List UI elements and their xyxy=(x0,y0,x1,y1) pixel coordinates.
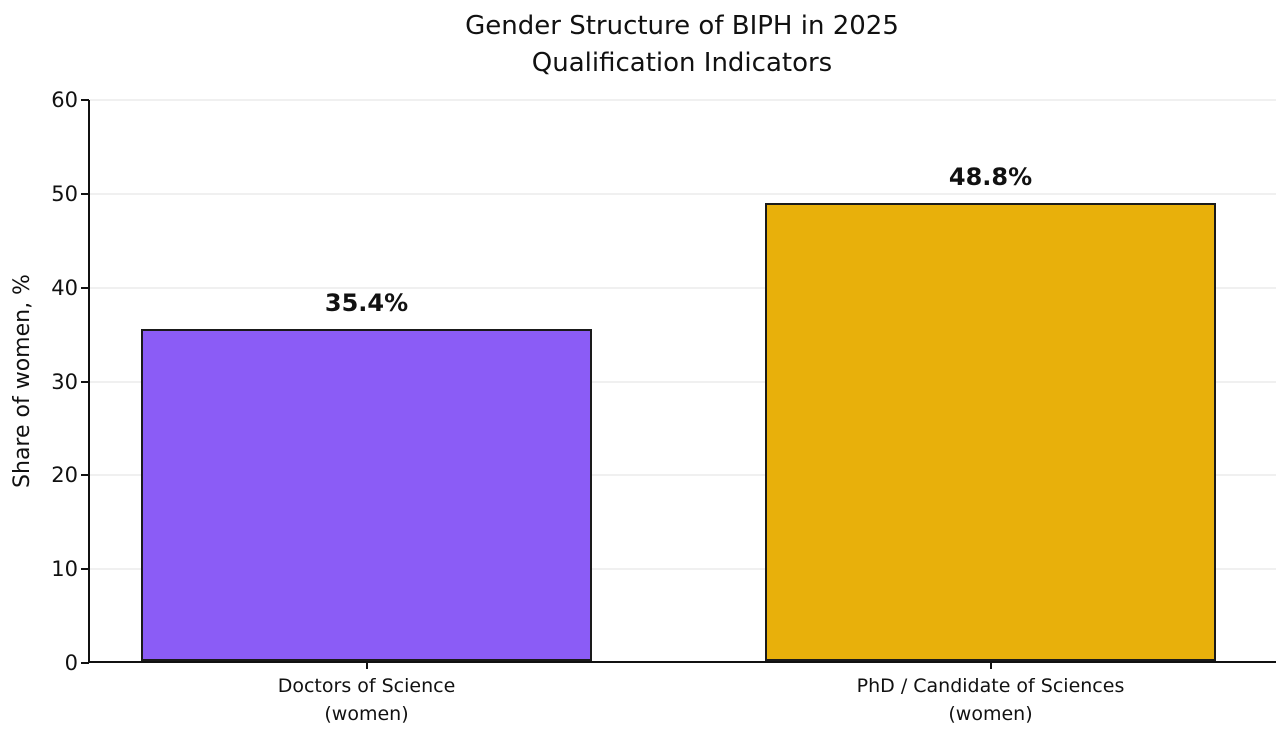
y-tick-label-20: 20 xyxy=(51,463,78,488)
x-tick-label-1: PhD / Candidate of Sciences (women) xyxy=(856,675,1125,725)
gridline-y-50 xyxy=(90,192,1276,195)
gridline-y-20 xyxy=(90,474,1276,477)
y-tick-label-10: 10 xyxy=(51,557,78,582)
chart-title: Gender Structure of BIPH in 2025 Qualifi… xyxy=(465,11,899,78)
y-tick-mark-40 xyxy=(81,286,89,289)
gridline-y-60 xyxy=(90,99,1276,101)
y-tick-label-30: 30 xyxy=(51,369,78,394)
y-tick-label-60: 60 xyxy=(51,88,78,112)
x-tick-label-0: Doctors of Science (women) xyxy=(277,675,456,725)
bar-value-label-1: 48.8% xyxy=(948,163,1033,192)
x-tick-mark-0 xyxy=(365,662,368,669)
bar-1 xyxy=(765,203,1216,661)
y-tick-mark-0 xyxy=(81,662,89,664)
y-tick-mark-60 xyxy=(81,99,89,101)
y-tick-label-40: 40 xyxy=(51,275,78,300)
y-tick-mark-50 xyxy=(81,192,89,195)
bar-value-label-0: 35.4% xyxy=(324,288,409,317)
gridline-y-10 xyxy=(90,568,1276,571)
y-tick-label-0: 0 xyxy=(64,651,78,675)
gridline-y-30 xyxy=(90,380,1276,383)
x-tick-mark-1 xyxy=(989,662,992,669)
y-tick-mark-30 xyxy=(81,380,89,383)
bar-0 xyxy=(141,328,592,661)
y-tick-mark-20 xyxy=(81,474,89,477)
y-tick-mark-10 xyxy=(81,568,89,571)
gridline-y-40 xyxy=(90,286,1276,289)
y-tick-label-50: 50 xyxy=(51,181,78,206)
plot-area: 0 10 20 30 40 50 60 35.4% Doctors of Science (wo… xyxy=(51,90,1276,725)
